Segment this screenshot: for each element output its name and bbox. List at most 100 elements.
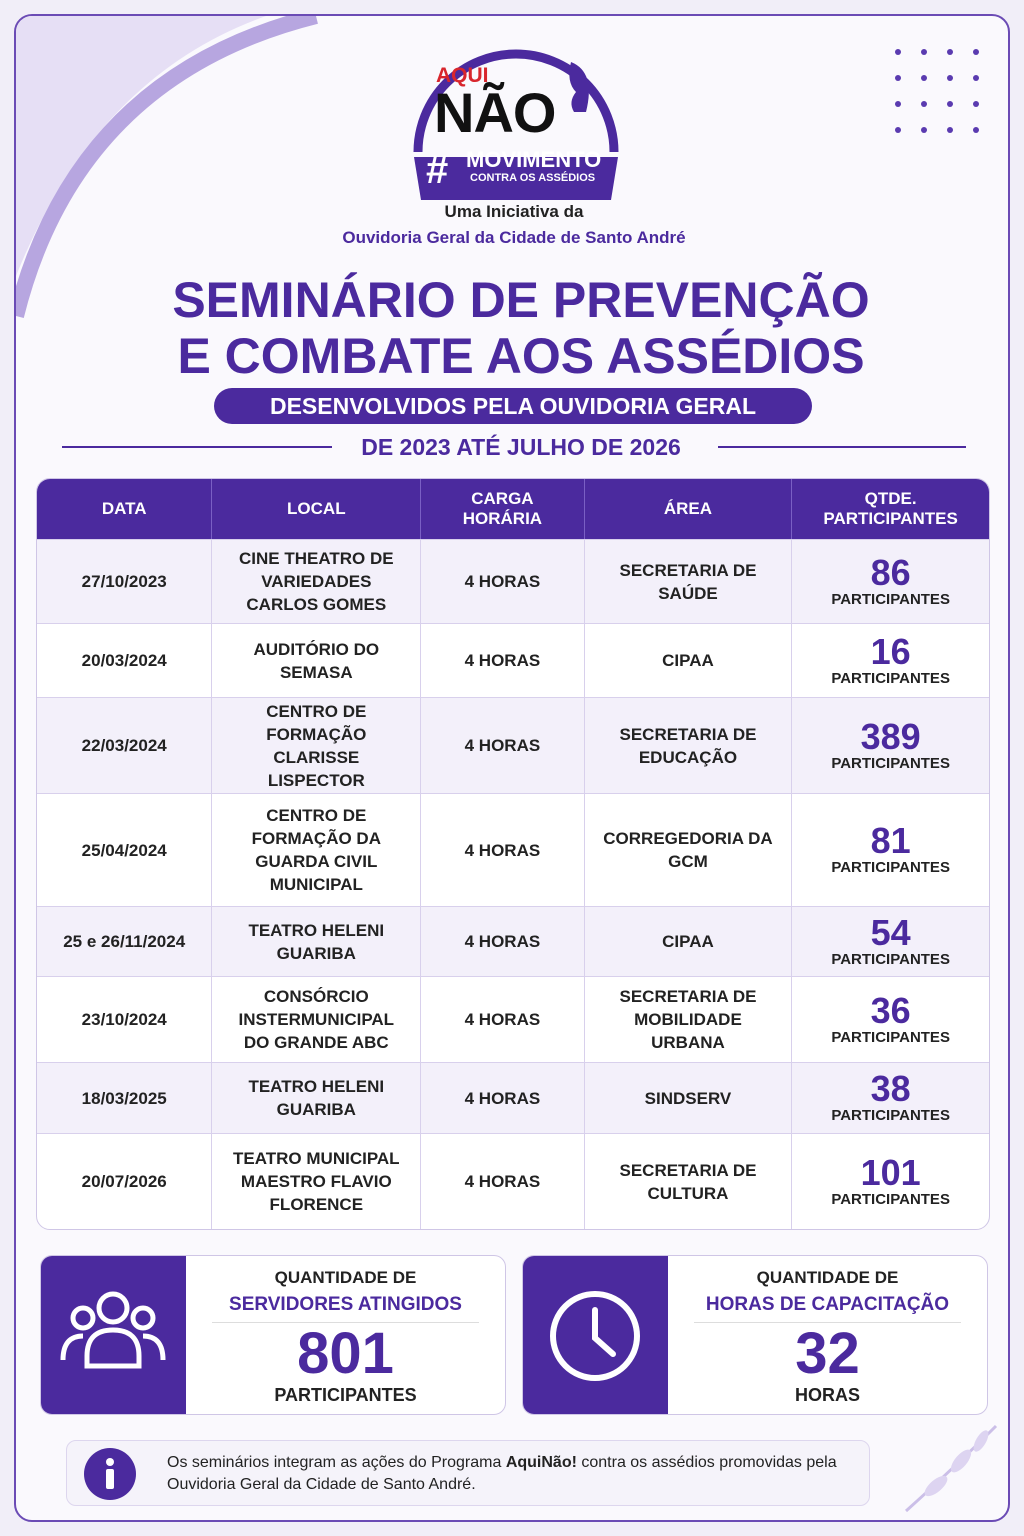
table-cell: SECRETARIA DE CULTURA	[584, 1133, 793, 1229]
table-cell: 4 HORAS	[421, 976, 585, 1062]
participants-unit: PARTICIPANTES	[831, 1190, 950, 1208]
table-cell: 4 HORAS	[421, 1133, 585, 1229]
icon-block	[41, 1256, 186, 1414]
table-row: 25/04/2024 CENTRO DE FORMAÇÃO DA GUARDA C…	[37, 793, 989, 906]
table-cell: 4 HORAS	[421, 697, 585, 793]
table-cell: 4 HORAS	[421, 793, 585, 906]
card-label-main: SERVIDORES ATINGIDOS	[212, 1294, 479, 1323]
participants-cell: 16 PARTICIPANTES	[792, 623, 989, 697]
column-header: ÁREA	[584, 479, 793, 539]
table-cell: AUDITÓRIO DO SEMASA	[212, 623, 422, 697]
participants-unit: PARTICIPANTES	[831, 590, 950, 608]
info-icon	[84, 1448, 136, 1500]
participants-unit: PARTICIPANTES	[831, 950, 950, 968]
table-cell: CENTRO DE FORMAÇÃO DA GUARDA CIVIL MUNIC…	[212, 793, 422, 906]
summary-card: QUANTIDADE DE HORAS DE CAPACITAÇÃO 32 HO…	[522, 1255, 988, 1415]
participants-cell: 101 PARTICIPANTES	[792, 1133, 989, 1229]
column-header: CARGA HORÁRIA	[421, 479, 585, 539]
logo-hash: #	[426, 148, 449, 192]
column-header: QTDE. PARTICIPANTES	[792, 479, 989, 539]
table-cell: SECRETARIA DE SAÚDE	[584, 539, 793, 623]
table-cell: 23/10/2024	[37, 976, 213, 1062]
participants-count: 81	[870, 820, 911, 861]
logo-aqui: AQUI	[436, 64, 489, 87]
participants-count: 54	[870, 911, 911, 953]
decor-leaf	[904, 1424, 998, 1513]
table-cell: SECRETARIA DE EDUCAÇÃO	[584, 697, 793, 793]
participants-cell: 389 PARTICIPANTES	[792, 697, 989, 793]
table-cell: CORREGEDORIA DA GCM	[584, 793, 793, 906]
participants-count: 36	[870, 989, 911, 1031]
period: DE 2023 ATÉ JULHO DE 2026	[361, 434, 681, 460]
participants-count: 101	[860, 1151, 921, 1193]
column-header: LOCAL	[212, 479, 422, 539]
table-row: 22/03/2024 CENTRO DE FORMAÇÃO CLARISSE LI…	[37, 697, 989, 793]
card-label-main: HORAS DE CAPACITAÇÃO	[694, 1294, 961, 1323]
info-text: Os seminários integram as ações do Progr…	[167, 1452, 857, 1496]
info-text-part: Os seminários integram as ações do Progr…	[167, 1454, 506, 1471]
logo-nao: NÃO	[434, 81, 556, 144]
participants-unit: PARTICIPANTES	[831, 1107, 950, 1124]
people-icon	[60, 1291, 166, 1369]
participants-unit: PARTICIPANTES	[831, 1028, 950, 1046]
participants-count: 38	[870, 1068, 911, 1109]
decor-dots	[895, 49, 979, 133]
table-cell: CIPAA	[584, 623, 793, 697]
badge: DESENVOLVIDOS PELA OUVIDORIA GERAL	[214, 388, 812, 424]
info-text-part: contra os assédios promovidas pela Ouvid…	[167, 1454, 837, 1493]
table-cell: 4 HORAS	[421, 1062, 585, 1133]
table-cell: 18/03/2025	[37, 1062, 213, 1133]
table-row: 23/10/2024 CONSÓRCIO INSTERMUNICIPAL DO G…	[37, 976, 989, 1062]
table-cell: TEATRO MUNICIPAL MAESTRO FLAVIO FLORENCE	[212, 1133, 422, 1229]
table-row: 20/03/2024 AUDITÓRIO DO SEMASA 4 HORAS CIPA…	[37, 623, 989, 697]
table-row: 27/10/2023 CINE THEATRO DE VARIEDADES CAR…	[37, 539, 989, 623]
table-cell: 20/03/2024	[37, 623, 213, 697]
participants-cell: 54 PARTICIPANTES	[792, 906, 989, 976]
table-row: 20/07/2026 TEATRO MUNICIPAL MAESTRO FLAVI…	[37, 1133, 989, 1229]
organization: Ouvidoria Geral da Cidade de Santo André	[342, 228, 686, 247]
info-highlight: AquiNão!	[505, 1454, 577, 1471]
table-cell: 22/03/2024	[37, 697, 213, 793]
table-cell: CINE THEATRO DE VARIEDADES CARLOS GOMES	[212, 539, 422, 623]
participants-unit: PARTICIPANTES	[831, 859, 950, 876]
title-line-2: E COMBATE AOS ASSÉDIOS	[177, 328, 865, 384]
participants-cell: 38 PARTICIPANTES	[792, 1062, 989, 1133]
table-cell: 4 HORAS	[421, 906, 585, 976]
table-cell: TEATRO HELENI GUARIBA	[212, 1062, 422, 1133]
table-cell: 27/10/2023	[37, 539, 213, 623]
decor-swoosh	[16, 16, 318, 318]
table-cell: TEATRO HELENI GUARIBA	[212, 906, 422, 976]
column-header: DATA	[37, 479, 213, 539]
card-value: 32	[795, 1321, 860, 1386]
table-cell: 4 HORAS	[421, 539, 585, 623]
participants-count: 389	[860, 715, 921, 757]
logo-graphic	[413, 49, 619, 200]
participants-unit: PARTICIPANTES	[831, 669, 950, 687]
divider	[718, 446, 966, 448]
table-row: 18/03/2025 TEATRO HELENI GUARIBA 4 HORAS SI…	[37, 1062, 989, 1133]
participants-unit: PARTICIPANTES	[831, 754, 950, 772]
card-unit: HORAS	[794, 1385, 860, 1405]
table-cell: CONSÓRCIO INSTERMUNICIPAL DO GRANDE ABC	[212, 976, 422, 1062]
table-cell: 25/04/2024	[37, 793, 213, 906]
table: DATA LOCAL CARGA HORÁRIA ÁREA QTDE. PARTICIP…	[36, 478, 990, 1230]
divider	[62, 446, 332, 448]
table-cell: SECRETARIA DE MOBILIDADE URBANA	[584, 976, 793, 1062]
icon-block	[523, 1256, 668, 1414]
participants-count: 86	[870, 551, 911, 593]
participants-cell: 81 PARTICIPANTES	[792, 793, 989, 906]
clock-icon	[550, 1291, 640, 1381]
card-label-top: QUANTIDADE DE	[274, 1268, 417, 1287]
table-cell: 4 HORAS	[421, 623, 585, 697]
card-label-top: QUANTIDADE DE	[756, 1268, 899, 1287]
logo-contra: CONTRA OS ASSÉDIOS	[470, 172, 596, 184]
table-row: 25 e 26/11/2024 TEATRO HELENI GUARIBA 4 HO…	[37, 906, 989, 976]
info-box: Os seminários integram as ações do Progr…	[66, 1440, 870, 1506]
title-line-1: SEMINÁRIO DE PREVENÇÃO	[172, 272, 870, 328]
participants-count: 16	[870, 630, 911, 672]
logo-movimento: MOVIMENTO	[466, 147, 602, 172]
initiative: Uma Iniciativa da	[444, 202, 584, 221]
card-unit: PARTICIPANTES	[274, 1385, 417, 1405]
summary-card: QUANTIDADE DE SERVIDORES ATINGIDOS 801 P…	[40, 1255, 506, 1415]
